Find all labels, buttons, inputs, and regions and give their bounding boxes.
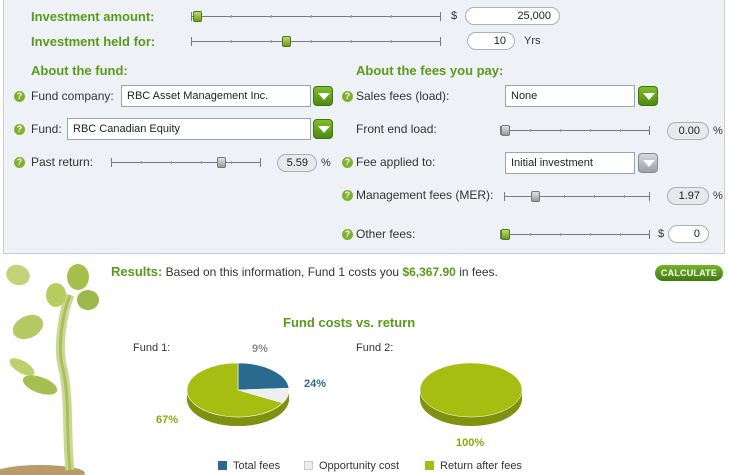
past-return-label: Past return: — [31, 155, 94, 169]
fund-select[interactable]: RBC Canadian Equity — [67, 118, 311, 140]
fund-dropdown-icon[interactable] — [313, 119, 333, 139]
pie-slice-return-after-fees — [186, 362, 284, 418]
investment-amount-slider-thumb[interactable] — [193, 11, 202, 22]
help-icon-fee-applied[interactable]: ? — [342, 157, 353, 168]
fund-company-dropdown-icon[interactable] — [313, 86, 333, 106]
past-return-slider-thumb[interactable] — [217, 157, 226, 168]
investment-held-label: Investment held for: — [31, 34, 156, 49]
other-fees-input[interactable]: 0 — [668, 225, 709, 243]
results-text-before: Based on this information, Fund 1 costs … — [165, 265, 400, 279]
investment-amount-input[interactable]: 25,000 — [465, 7, 560, 25]
about-fees-heading: About the fees you pay: — [356, 63, 504, 78]
other-fees-label: Other fees: — [356, 227, 416, 241]
sales-fees-select[interactable]: None — [505, 85, 635, 107]
past-return-value: 5.59 — [277, 154, 317, 172]
legend-swatch-return-after-fees — [425, 461, 434, 470]
investment-amount-slider[interactable] — [191, 11, 441, 22]
legend-return-after-fees: Return after fees — [425, 460, 522, 472]
other-fees-currency: $ — [658, 228, 665, 240]
fund-1-label: Fund 1: — [133, 342, 171, 354]
fee-applied-select: Initial investment — [505, 152, 635, 174]
fund-company-label: Fund company: — [31, 89, 114, 103]
past-return-unit: % — [321, 157, 331, 169]
pie-label: 100% — [456, 437, 484, 449]
calculate-button[interactable]: CALCULATE — [655, 265, 723, 281]
front-end-load-label: Front end load: — [356, 122, 437, 136]
pie-label: 67% — [156, 414, 178, 426]
legend-opportunity-cost: Opportunity cost — [304, 460, 399, 472]
past-return-slider[interactable] — [111, 157, 261, 168]
help-icon-other-fees[interactable]: ? — [342, 229, 353, 240]
about-fund-heading: About the fund: — [31, 63, 128, 78]
fund-label: Fund: — [31, 122, 62, 136]
sales-fees-dropdown-icon[interactable] — [638, 86, 658, 106]
management-fees-value: 1.97 — [667, 187, 709, 205]
help-icon-fund-company[interactable]: ? — [14, 91, 25, 102]
pie-slice-return-after-fees — [419, 362, 523, 418]
results-amount: $6,367.90 — [402, 265, 456, 279]
management-fees-label: Management fees (MER): — [356, 188, 494, 202]
help-icon-management-fees[interactable]: ? — [342, 190, 353, 201]
other-fees-slider[interactable] — [500, 229, 650, 240]
investment-held-input[interactable]: 10 — [467, 32, 515, 50]
legend-label-opportunity-cost: Opportunity cost — [319, 460, 400, 472]
fund-2-label: Fund 2: — [356, 342, 394, 354]
legend-label-return-after-fees: Return after fees — [440, 460, 522, 472]
plant-illustration — [0, 264, 99, 475]
pie-label: 9% — [252, 343, 268, 355]
help-icon-sales-fees[interactable]: ? — [342, 91, 353, 102]
other-fees-slider-thumb[interactable] — [501, 229, 510, 240]
front-end-load-unit: % — [713, 125, 723, 137]
management-fees-unit: % — [713, 190, 723, 202]
currency-symbol: $ — [451, 10, 458, 22]
inputs-panel: Investment amount: $ 25,000 Investment h… — [3, 0, 725, 254]
management-fees-slider[interactable] — [504, 191, 650, 202]
legend-total-fees: Total fees — [218, 460, 280, 472]
management-fees-slider-thumb[interactable] — [531, 191, 540, 202]
pie-label: 24% — [304, 378, 326, 390]
chart-title: Fund costs vs. return — [283, 315, 416, 330]
investment-amount-label: Investment amount: — [31, 9, 155, 24]
front-end-load-slider — [500, 125, 650, 136]
years-unit: Yrs — [524, 35, 541, 47]
legend-swatch-opportunity-cost — [304, 461, 313, 470]
fund-company-select[interactable]: RBC Asset Management Inc. — [121, 85, 311, 107]
help-icon-past-return[interactable]: ? — [14, 157, 25, 168]
help-icon-fund[interactable]: ? — [14, 124, 25, 135]
front-end-load-value: 0.00 — [667, 122, 709, 140]
fee-applied-label: Fee applied to: — [356, 155, 436, 169]
sales-fees-label: Sales fees (load): — [356, 89, 450, 103]
front-end-load-slider-thumb — [501, 125, 510, 136]
legend-swatch-total-fees — [218, 461, 227, 470]
legend-label-total-fees: Total fees — [233, 460, 281, 472]
results-text-after: in fees. — [459, 265, 498, 279]
fee-applied-dropdown-icon — [638, 153, 658, 173]
investment-held-slider[interactable] — [191, 36, 441, 47]
results-summary: Results: Based on this information, Fund… — [111, 264, 498, 279]
results-label: Results: — [111, 264, 163, 279]
pie-slice-total-fees — [237, 362, 290, 391]
investment-held-slider-thumb[interactable] — [282, 36, 291, 47]
